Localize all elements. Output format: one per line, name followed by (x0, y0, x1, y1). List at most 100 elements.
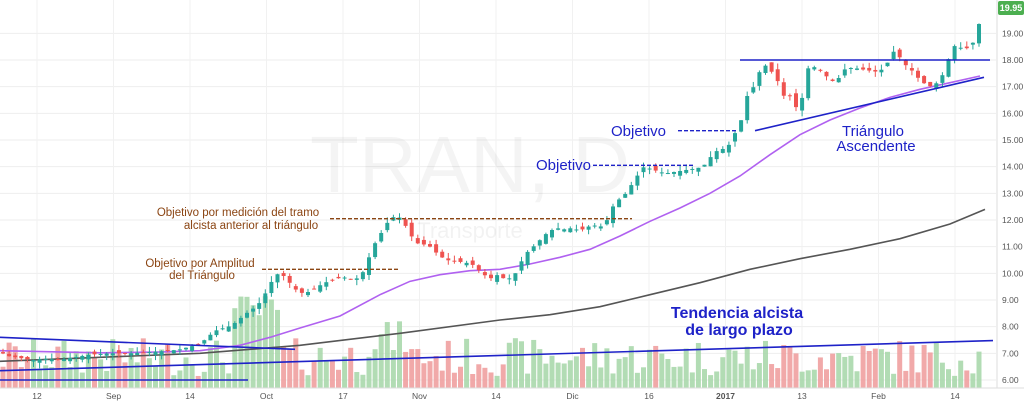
time-tick-label: 14 (950, 391, 960, 401)
candle-body (916, 70, 920, 78)
volume-bar (781, 345, 787, 388)
volume-bar (323, 360, 329, 388)
candle-body (678, 170, 683, 176)
volume-bar (488, 372, 494, 388)
volume-bar (287, 348, 293, 388)
candle-body (885, 62, 890, 67)
candle-body (525, 251, 530, 265)
candle-body (574, 229, 579, 231)
volume-bar (354, 372, 360, 388)
candle-body (806, 68, 811, 99)
price-tick-label: 10.00 (1002, 268, 1024, 278)
volume-bar (0, 366, 6, 388)
volume-bar (933, 341, 939, 388)
annotation-amplitud-line2: del Triángulo (169, 270, 235, 282)
volume-bar (146, 358, 152, 388)
candle-body (177, 349, 182, 351)
candle-body (25, 356, 30, 360)
volume-bar (531, 339, 537, 388)
volume-bar (525, 373, 531, 388)
volume-bar (689, 372, 695, 388)
candle-body (940, 75, 945, 83)
candle-body (421, 239, 426, 245)
candle-body (519, 261, 524, 271)
volume-bar (390, 350, 396, 388)
candle-body (867, 67, 872, 71)
candlesticks (1, 23, 981, 369)
candle-body (190, 346, 195, 351)
candle-body (726, 144, 731, 153)
volume-bar (695, 342, 701, 388)
volume-bar (24, 357, 30, 388)
candle-body (129, 353, 134, 356)
candle-body (543, 234, 548, 244)
volume-bar (836, 353, 842, 388)
candle-body (13, 355, 18, 358)
candle-body (653, 165, 658, 171)
candle-body (787, 95, 792, 97)
candle-body (49, 359, 54, 362)
candle-body (751, 87, 756, 93)
volume-bar (799, 371, 805, 388)
volume-bar (616, 358, 622, 388)
candle-body (611, 206, 615, 224)
volume-bar (628, 346, 634, 388)
volume-bar (244, 296, 250, 388)
candle-body (696, 167, 701, 172)
volume-bar (73, 351, 79, 388)
volume-bar (897, 341, 903, 388)
annotation-triangulo-line2: Ascendente (836, 138, 915, 155)
volume-bar (811, 369, 817, 388)
volume-bar (683, 348, 689, 388)
candle-body (86, 354, 91, 360)
volume-bar (61, 340, 67, 388)
volume-bar (567, 360, 573, 388)
candle-body (647, 168, 652, 170)
volume-bar (756, 363, 762, 388)
candle-body (623, 194, 628, 198)
candle-body (415, 238, 420, 244)
candle-body (257, 303, 262, 309)
candle-body (104, 353, 109, 356)
candle-body (348, 278, 353, 280)
candle-body (824, 71, 829, 77)
volume-bar (378, 334, 384, 388)
time-tick-label: Feb (871, 391, 886, 401)
trendline (0, 339, 994, 372)
candle-body (379, 232, 384, 242)
volume-bar (500, 364, 506, 388)
volume-bar (238, 296, 244, 388)
price-tick-label: 8.00 (1002, 322, 1019, 332)
volume-bar (512, 338, 518, 388)
price-tick-label: 16.00 (1002, 108, 1024, 118)
candle-body (141, 352, 146, 354)
candle-body (458, 258, 463, 262)
volume-bar (360, 374, 366, 388)
price-tick-label: 7.00 (1002, 348, 1019, 358)
time-tick-label: Oct (260, 391, 274, 401)
candle-body (977, 24, 981, 44)
volume-bar (98, 359, 104, 388)
price-axis: 19.00 18.00 17.00 16.00 15.00 14.00 13.00 12.00… (996, 0, 1024, 388)
annotations: Objetivo por medición del tramo alcista … (145, 123, 915, 339)
volume-bar (702, 369, 707, 388)
volume-bar (573, 356, 579, 388)
candle-body (342, 277, 347, 279)
candle-body (794, 93, 798, 108)
candle-body (281, 273, 286, 276)
candle-body (781, 82, 786, 96)
candle-body (769, 62, 774, 72)
time-tick-label: 14 (491, 391, 501, 401)
volume-bar (720, 357, 726, 388)
candle-body (513, 273, 518, 281)
moving-averages (0, 75, 986, 363)
volume-bar (110, 339, 116, 388)
time-tick-label: Sep (106, 391, 121, 401)
last-price-badge (998, 1, 1024, 15)
candle-body (171, 350, 176, 354)
volume-bar (555, 362, 561, 388)
candle-body (495, 275, 500, 282)
volume-bar (805, 370, 811, 388)
